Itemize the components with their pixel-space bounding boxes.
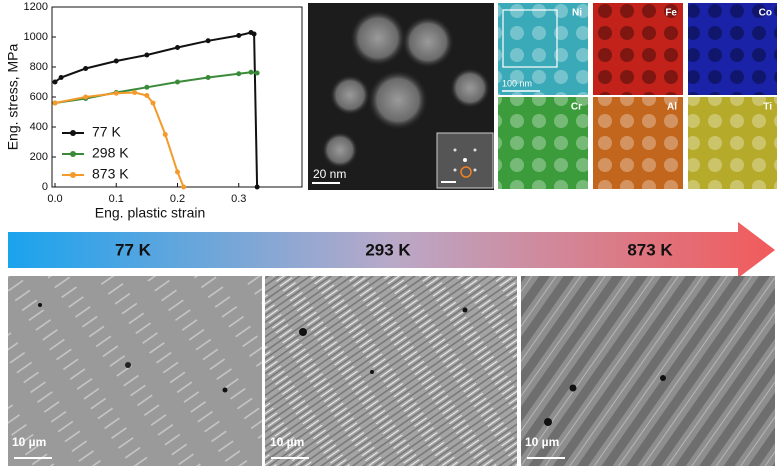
arrow-label: 77 K <box>115 240 152 259</box>
series-marker <box>175 45 180 50</box>
x-tick-label: 0.0 <box>47 193 62 205</box>
element-label: Co <box>759 8 772 19</box>
micrographs: 10 µm 10 µm 10 µm <box>8 276 775 466</box>
temperature-arrow: 77 K 293 K 873 K <box>8 222 775 278</box>
tem-image: 20 nm <box>308 3 494 190</box>
series-marker <box>52 100 58 106</box>
y-tick-label: 400 <box>30 121 48 133</box>
eds-pattern <box>498 3 588 95</box>
series-marker <box>181 184 187 190</box>
series-marker <box>83 94 89 100</box>
series-marker <box>144 93 150 98</box>
element-label: Al <box>667 102 677 113</box>
series-marker <box>175 169 180 175</box>
legend-marker <box>70 151 76 157</box>
series-marker <box>254 184 260 190</box>
eds-pattern <box>688 97 777 189</box>
arrow-label: 873 K <box>627 240 673 259</box>
eds-maps: Ni Fe Co Cr Al Ti 100 nm <box>498 3 777 189</box>
element-label: Ni <box>572 8 582 19</box>
y-tick-label: 600 <box>30 91 48 103</box>
series-marker <box>52 79 58 85</box>
series-marker <box>144 84 150 90</box>
y-tick-label: 1000 <box>24 31 48 43</box>
series-marker <box>113 90 119 96</box>
series-marker <box>58 75 64 80</box>
x-tick-label: 0.3 <box>231 193 246 205</box>
x-tick-label: 0.1 <box>109 193 124 205</box>
roi-box <box>502 9 558 68</box>
legend-label: 298 K <box>92 145 129 161</box>
scale-label: 100 nm <box>502 78 532 88</box>
scale-label: 10 µm <box>12 435 46 449</box>
eds-pattern <box>688 3 777 95</box>
series-marker <box>175 79 180 85</box>
element-label: Cr <box>571 102 582 113</box>
y-tick-label: 1200 <box>24 1 48 13</box>
arrow-label: 293 K <box>365 240 411 259</box>
legend-label: 77 K <box>92 124 121 140</box>
series-marker <box>205 38 211 44</box>
series-marker <box>251 31 257 37</box>
series-marker <box>132 90 138 95</box>
y-axis-label: Eng. stress, MPa <box>5 43 21 150</box>
series-marker <box>162 132 168 137</box>
scale-label: 20 nm <box>313 167 346 181</box>
scale-label: 10 µm <box>525 435 559 449</box>
series-marker <box>236 33 242 38</box>
y-tick-label: 0 <box>42 181 48 193</box>
eds-pattern <box>498 97 588 189</box>
eds-pattern <box>593 97 683 189</box>
element-label: Fe <box>665 8 677 19</box>
x-axis-label: Eng. plastic strain <box>95 205 206 221</box>
series-marker <box>113 58 119 64</box>
scale-label: 10 µm <box>270 435 304 449</box>
series-marker <box>254 70 260 76</box>
x-tick-label: 0.2 <box>170 193 185 205</box>
series-marker <box>236 71 242 77</box>
series-marker <box>83 66 89 71</box>
series-marker <box>150 100 156 106</box>
series-marker <box>248 69 254 75</box>
y-tick-label: 200 <box>30 151 48 163</box>
legend-marker <box>70 130 76 136</box>
eds-pattern <box>593 3 683 95</box>
legend-marker <box>70 172 76 178</box>
series-marker <box>205 75 211 80</box>
legend-label: 873 K <box>92 166 129 182</box>
y-tick-label: 800 <box>30 61 48 73</box>
element-label: Ti <box>763 102 772 113</box>
series-marker <box>144 52 150 58</box>
